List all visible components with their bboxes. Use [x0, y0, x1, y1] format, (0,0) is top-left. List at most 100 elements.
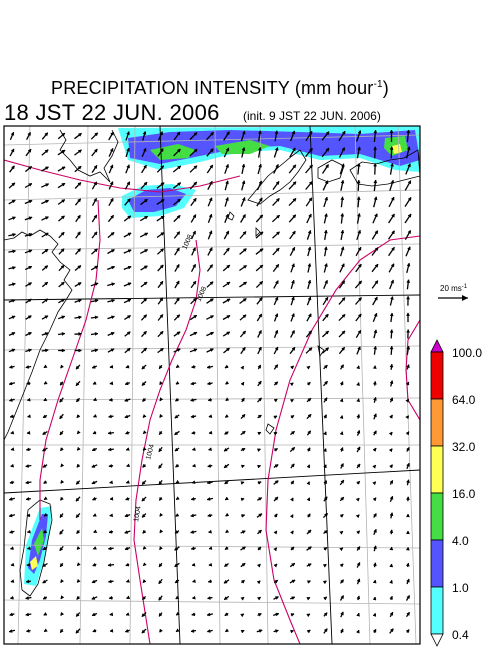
isobar-line — [133, 239, 201, 644]
wind-vector-head — [126, 595, 131, 600]
wind-vector-head — [91, 447, 96, 452]
wind-vector-head — [174, 447, 179, 452]
wind-vector-head — [78, 331, 83, 336]
wind-vector-head — [59, 530, 64, 535]
wind-vector-head — [291, 246, 295, 251]
wind-vector-head — [28, 249, 33, 254]
wind-vector-head — [340, 212, 345, 217]
wind-vector-head — [91, 596, 96, 600]
wind-vector-head — [160, 199, 165, 203]
wind-vector-head — [323, 547, 328, 551]
wind-vector-head — [289, 530, 294, 535]
wind-vector-head — [323, 596, 328, 601]
wind-vector-head — [174, 563, 179, 568]
wind-vector-head — [291, 346, 296, 351]
wind-vector-head — [175, 297, 180, 302]
wind-vector-head — [324, 196, 329, 201]
wind-vector-head — [323, 246, 328, 251]
wind-vector-head — [325, 164, 329, 169]
wind-vector-head — [372, 447, 377, 452]
wind-vector-head — [256, 563, 261, 568]
wind-vector-head — [59, 431, 64, 436]
wind-vector-head — [143, 181, 148, 186]
wind-vector-head — [241, 146, 246, 151]
wind-vector-head — [356, 546, 361, 551]
wind-vector-head — [224, 496, 229, 501]
wind-vector-head — [223, 464, 228, 469]
rain-taiwan-intense — [30, 556, 38, 570]
wind-vector-head — [42, 546, 47, 551]
wind-vector-head — [372, 464, 377, 469]
wind-vector-head — [107, 447, 112, 452]
wind-vector-head — [292, 147, 296, 152]
wind-vector-head — [142, 130, 147, 135]
wind-vector-head — [141, 480, 146, 485]
wind-vector-head — [192, 280, 197, 285]
wind-vector-head — [306, 365, 311, 370]
wind-vector-head — [389, 397, 394, 402]
wind-vector-head — [405, 546, 410, 551]
wind-vector-head — [241, 546, 246, 551]
wind-vector-head — [406, 312, 410, 316]
wind-vector-head — [340, 196, 345, 201]
wind-vector-head — [141, 497, 146, 502]
wind-vector-head — [339, 431, 344, 436]
wind-vector-head — [110, 348, 115, 352]
wind-vector-head — [109, 513, 114, 518]
wind-vector-head — [241, 180, 246, 185]
wind-vector-head — [241, 197, 246, 202]
wind-vector-head — [76, 578, 81, 583]
wind-vector-head — [61, 199, 66, 203]
wind-vector-head — [109, 147, 114, 153]
wind-vector-head — [159, 496, 163, 501]
wind-vector-head — [340, 229, 345, 234]
wind-vector-head — [190, 414, 195, 419]
wind-vector-head — [25, 596, 29, 600]
wind-vector-head — [357, 263, 362, 268]
wind-vector-head — [406, 446, 410, 452]
wind-vector-head — [9, 414, 14, 419]
wind-vector-head — [175, 496, 180, 500]
wind-vector-head — [240, 613, 245, 618]
wind-vector-head — [8, 398, 13, 402]
wind-vector-head — [143, 347, 147, 352]
wind-vector-head — [142, 463, 147, 468]
wind-vector-head — [160, 215, 165, 220]
wind-vector-head — [259, 214, 264, 219]
wind-vector-head — [9, 546, 14, 551]
wind-vector-head — [389, 628, 394, 633]
isobar-line — [405, 319, 420, 421]
wind-vector-head — [76, 595, 81, 600]
wind-vector-head — [356, 413, 361, 418]
wind-vector-head — [59, 563, 64, 568]
wind-vector-head — [324, 279, 328, 284]
grid-line-major — [159, 126, 181, 644]
wind-vector-head — [306, 629, 311, 634]
wind-vector-head — [176, 247, 180, 252]
wind-vector-head — [357, 346, 361, 351]
wind-vector-head — [125, 447, 130, 451]
colorbar: 100.0 64.0 32.0 16.0 4.0 1.0 0.4 — [430, 339, 482, 647]
coastline-ryukyu-2 — [255, 227, 261, 237]
wind-vector-head — [175, 364, 180, 368]
wind-vector-head — [158, 612, 163, 617]
wind-vector-head — [322, 564, 327, 568]
wind-vector-head — [107, 431, 112, 435]
wind-vector-head — [273, 432, 278, 436]
wind-vector-head — [76, 562, 81, 567]
colorbar-swatch — [430, 539, 444, 588]
wind-vector-head — [357, 313, 362, 318]
wind-vector-head — [206, 365, 211, 369]
wind-vector-head — [109, 496, 114, 501]
wind-vector-head — [309, 147, 313, 152]
wind-vector-head — [11, 315, 16, 320]
wind-vector-head — [324, 380, 328, 385]
wind-vector-head — [8, 513, 13, 518]
wind-vector-head — [307, 529, 312, 534]
wind-vector-head — [77, 198, 81, 203]
wind-vector-head — [143, 330, 147, 335]
wind-vector-head — [175, 380, 180, 385]
wind-vector-head — [193, 181, 198, 186]
wind-vector-head — [389, 479, 393, 485]
wind-vector-head — [60, 479, 65, 484]
